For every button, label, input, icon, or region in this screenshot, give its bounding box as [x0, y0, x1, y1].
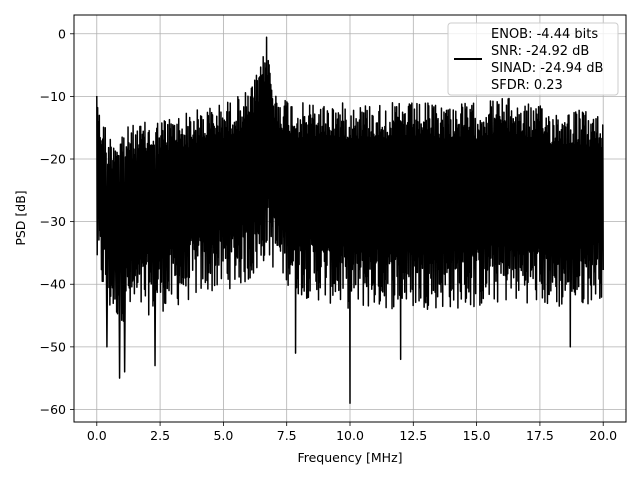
x-tick-label: 5.0 [213, 428, 233, 443]
legend-box [447, 22, 619, 96]
x-tick-label: 7.5 [277, 428, 297, 443]
y-axis: 0 −10 −20 −30 −40 −50 −60 [40, 26, 74, 417]
y-axis-label: PSD [dB] [13, 190, 28, 245]
legend: ENOB: -4.44 bits SNR: -24.92 dB SINAD: -… [447, 22, 619, 96]
x-tick-label: 17.5 [526, 428, 554, 443]
x-tick-label: 2.5 [150, 428, 170, 443]
x-tick-label: 15.0 [463, 428, 491, 443]
x-tick-label: 0.0 [87, 428, 107, 443]
psd-series-line [96, 36, 604, 404]
y-tick-label: −30 [40, 214, 66, 229]
y-tick-label: −60 [40, 402, 66, 417]
legend-sfdr: SFDR: 0.23 [491, 78, 563, 93]
x-axis: 0.0 2.5 5.0 7.5 10.0 12.5 15.0 17.5 20.0 [87, 422, 617, 443]
legend-sinad: SINAD: -24.94 dB [491, 61, 603, 76]
y-tick-label: 0 [58, 26, 66, 41]
legend-enob: ENOB: -4.44 bits [491, 27, 598, 42]
plot-area [96, 36, 604, 404]
x-tick-label: 20.0 [589, 428, 617, 443]
y-tick-label: −10 [40, 89, 66, 104]
x-axis-label: Frequency [MHz] [297, 450, 402, 465]
legend-snr: SNR: -24.92 dB [491, 44, 589, 59]
y-tick-label: −20 [40, 152, 66, 167]
y-tick-label: −50 [40, 339, 66, 354]
x-tick-label: 10.0 [336, 428, 364, 443]
y-tick-label: −40 [40, 277, 66, 292]
x-tick-label: 12.5 [399, 428, 427, 443]
